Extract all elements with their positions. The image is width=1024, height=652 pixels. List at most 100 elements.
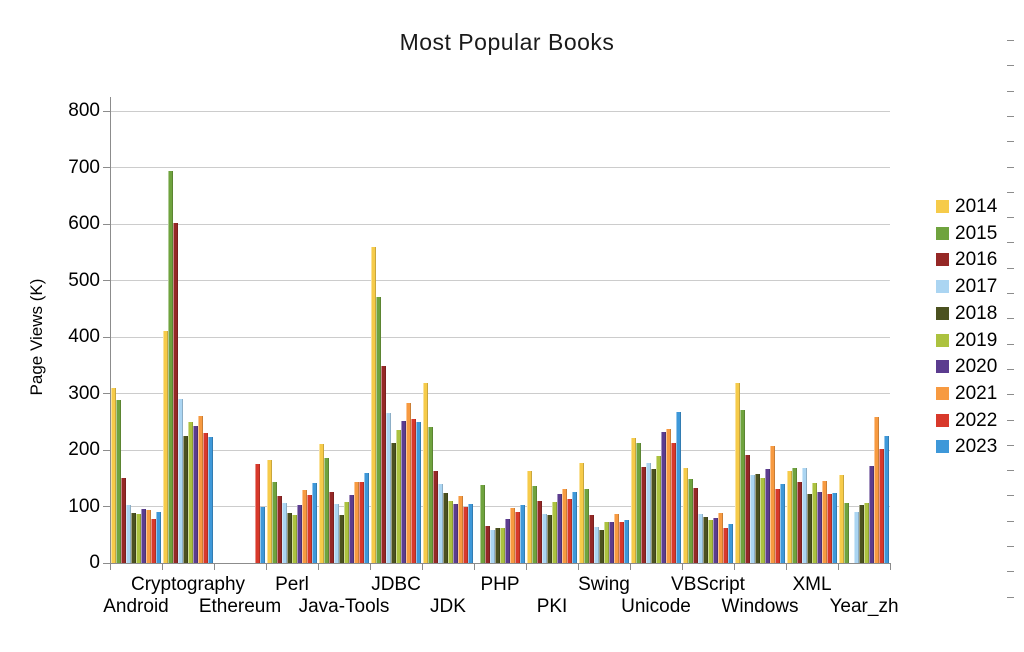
bar-windows-2015 bbox=[740, 410, 745, 563]
right-minor-tick bbox=[1007, 470, 1014, 472]
x-axis-tick bbox=[526, 563, 527, 570]
bar-perl-2018 bbox=[287, 513, 292, 563]
bar-unicode-2018 bbox=[651, 469, 656, 563]
bar-vbscript-2021 bbox=[718, 513, 723, 563]
right-minor-tick bbox=[1007, 90, 1014, 92]
right-minor-tick bbox=[1007, 217, 1014, 219]
x-axis-label: Cryptography bbox=[130, 574, 246, 595]
bar-swing-2017 bbox=[594, 526, 599, 563]
bar-vbscript-2022 bbox=[723, 527, 728, 563]
bar-jdbc-2023 bbox=[416, 422, 421, 563]
bar-pki-2019 bbox=[552, 501, 557, 563]
bar-jdk-2015 bbox=[428, 427, 433, 563]
y-axis-tick bbox=[103, 223, 110, 225]
legend-item-2023: 2023 bbox=[936, 433, 997, 460]
bar-php-2019 bbox=[500, 527, 505, 563]
bar-vbscript-2018 bbox=[703, 516, 708, 563]
right-minor-tick bbox=[1007, 419, 1014, 421]
bar-java-tools-2021 bbox=[354, 482, 359, 563]
right-minor-tick bbox=[1007, 115, 1014, 117]
right-minor-tick bbox=[1007, 166, 1014, 168]
bar-android-2016 bbox=[121, 478, 126, 563]
bar-vbscript-2015 bbox=[688, 479, 693, 563]
bar-cryptography-2021 bbox=[198, 416, 203, 563]
legend-swatch-2018 bbox=[936, 306, 949, 320]
bar-ethereum-2023 bbox=[260, 506, 265, 563]
bar-swing-2018 bbox=[599, 530, 604, 563]
y-tick-label: 800 bbox=[68, 100, 100, 121]
legend-swatch-2021 bbox=[936, 386, 949, 400]
bar-java-tools-2018 bbox=[339, 514, 344, 563]
bar-php-2020 bbox=[505, 518, 510, 563]
bar-perl-2017 bbox=[282, 503, 287, 563]
bar-year_zh-2018 bbox=[859, 504, 864, 563]
bar-jdk-2016 bbox=[433, 470, 438, 563]
y-axis-tick bbox=[103, 110, 110, 112]
legend-label: 2023 bbox=[955, 436, 998, 458]
legend-label: 2016 bbox=[955, 249, 998, 271]
bar-pki-2023 bbox=[572, 491, 577, 563]
legend-item-2018: 2018 bbox=[936, 300, 997, 327]
x-axis-tick bbox=[734, 563, 735, 570]
legend-label: 2014 bbox=[955, 196, 998, 217]
right-minor-tick bbox=[1007, 191, 1014, 193]
bar-xml-2022 bbox=[827, 494, 832, 563]
y-tick-label: 400 bbox=[68, 326, 100, 347]
legend-item-2019: 2019 bbox=[936, 327, 997, 354]
bar-pki-2020 bbox=[557, 494, 562, 563]
bar-year_zh-2021 bbox=[874, 417, 879, 563]
legend-item-2017: 2017 bbox=[936, 273, 997, 300]
bar-swing-2016 bbox=[589, 514, 594, 563]
bar-windows-2019 bbox=[760, 478, 765, 563]
x-axis-label: VBScript bbox=[671, 574, 745, 595]
bar-pki-2015 bbox=[532, 485, 537, 563]
bar-java-tools-2019 bbox=[344, 501, 349, 563]
gridline bbox=[110, 167, 890, 168]
bar-xml-2017 bbox=[802, 467, 807, 563]
right-minor-tick bbox=[1007, 267, 1014, 269]
bar-swing-2020 bbox=[609, 521, 614, 563]
legend-swatch-2019 bbox=[936, 333, 949, 347]
x-axis-tick bbox=[838, 563, 839, 570]
bar-jdbc-2021 bbox=[406, 403, 411, 563]
bar-swing-2019 bbox=[604, 521, 609, 563]
x-axis-tick bbox=[578, 563, 579, 570]
legend-item-2014: 2014 bbox=[936, 193, 997, 220]
y-axis-tick bbox=[103, 167, 110, 168]
y-tick-label: 300 bbox=[68, 382, 100, 404]
bar-unicode-2023 bbox=[676, 412, 681, 563]
bar-xml-2021 bbox=[822, 481, 827, 563]
bar-vbscript-2019 bbox=[708, 520, 713, 563]
bar-swing-2022 bbox=[619, 521, 624, 563]
bar-windows-2014 bbox=[735, 383, 740, 563]
bar-jdk-2018 bbox=[443, 492, 448, 563]
chart-title: Most Popular Books bbox=[399, 29, 615, 55]
gridline bbox=[110, 336, 890, 338]
bar-cryptography-2014 bbox=[163, 330, 168, 563]
bar-php-2023 bbox=[520, 504, 525, 563]
bar-vbscript-2016 bbox=[693, 487, 698, 563]
legend-label: 2018 bbox=[955, 302, 998, 324]
bar-pki-2017 bbox=[542, 513, 547, 563]
right-minor-tick bbox=[1007, 394, 1014, 396]
legend-swatch-2015 bbox=[936, 226, 949, 240]
bar-xml-2019 bbox=[812, 483, 817, 563]
legend-item-2015: 2015 bbox=[936, 220, 997, 247]
bar-unicode-2019 bbox=[656, 456, 661, 563]
y-tick-label: 200 bbox=[68, 439, 100, 460]
bar-java-tools-2014 bbox=[319, 443, 324, 563]
bar-jdk-2022 bbox=[463, 506, 468, 563]
bar-unicode-2015 bbox=[636, 443, 641, 563]
bar-perl-2016 bbox=[277, 496, 282, 563]
bar-vbscript-2014 bbox=[683, 468, 688, 563]
y-tick-label: 0 bbox=[89, 552, 100, 573]
bar-cryptography-2019 bbox=[188, 422, 193, 563]
bar-jdbc-2020 bbox=[401, 420, 406, 563]
legend-label: 2021 bbox=[955, 382, 998, 404]
legend-swatch-2014 bbox=[936, 200, 949, 213]
bar-pki-2016 bbox=[537, 500, 542, 563]
legend-swatch-2017 bbox=[936, 280, 949, 294]
right-minor-tick bbox=[1007, 40, 1014, 41]
bar-android-2014 bbox=[111, 387, 116, 563]
right-minor-tick bbox=[1007, 368, 1014, 370]
